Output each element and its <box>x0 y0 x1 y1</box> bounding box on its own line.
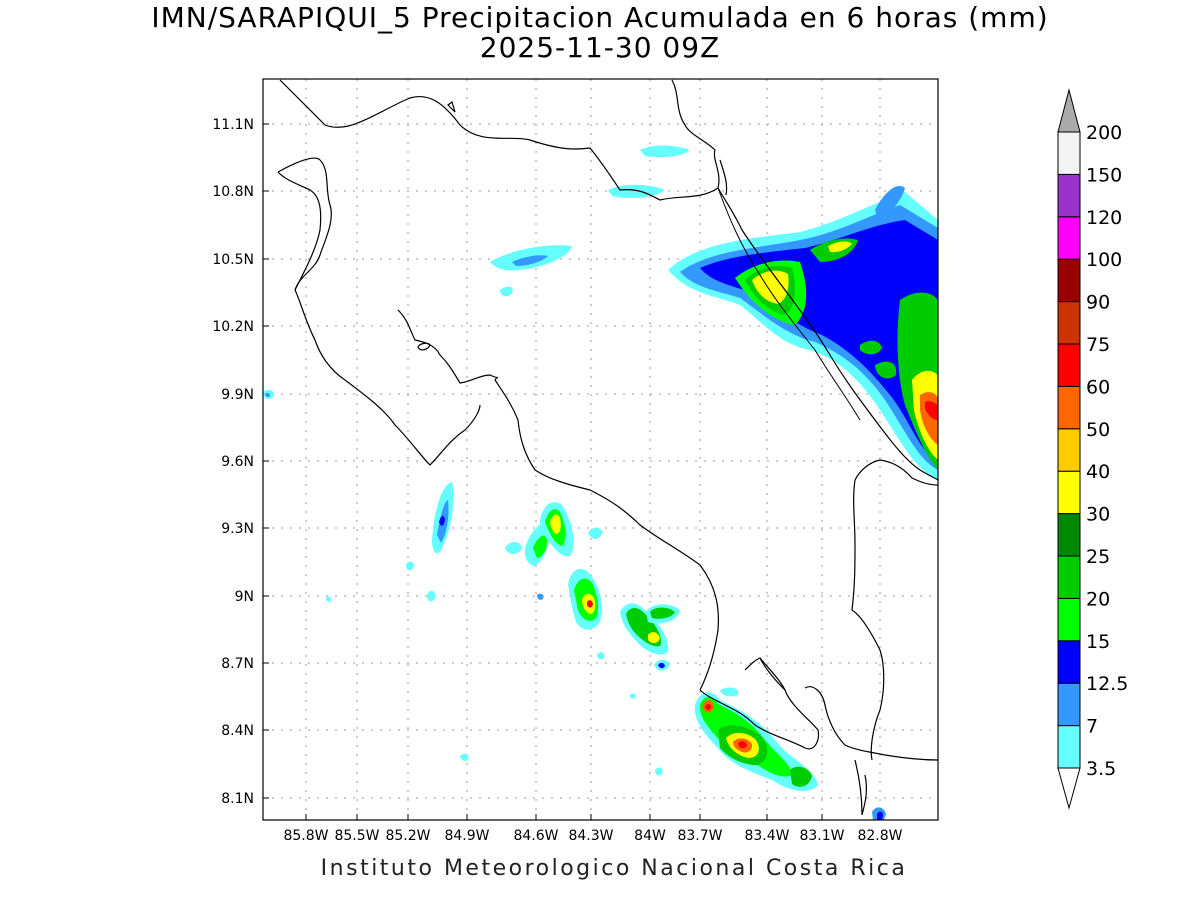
rain-cell-central <box>406 482 680 671</box>
lon-label: 84.6W <box>513 828 558 844</box>
colorbar-label: 50 <box>1086 419 1110 441</box>
map-grid <box>263 79 938 820</box>
colorbar-segment <box>1057 640 1081 684</box>
lon-label: 84.3W <box>568 828 613 844</box>
colorbar-label: 7 <box>1086 716 1098 738</box>
colorbar-label: 60 <box>1086 376 1110 398</box>
precipitation-field <box>263 145 938 820</box>
colorbar: 3.5 7 12.5 15 20 25 30 40 50 60 75 90 100 120 150 200 <box>1057 88 1128 810</box>
rain-cell-west-2 <box>326 596 332 602</box>
rain-cell-coast-north <box>608 184 665 198</box>
colorbar-label: 15 <box>1086 631 1110 653</box>
colorbar-label: 40 <box>1086 461 1110 483</box>
lon-label: 85.5W <box>334 828 379 844</box>
colorbar-segment <box>1057 597 1081 642</box>
lat-label: 8.1N <box>221 791 254 807</box>
lon-label: 83.4W <box>744 828 789 844</box>
coastlines <box>277 79 938 816</box>
colorbar-label: 120 <box>1086 207 1122 229</box>
colorbar-label: 150 <box>1086 164 1122 186</box>
colorbar-segment <box>1057 470 1081 515</box>
border-line <box>717 187 861 421</box>
longitude-labels: 85.8W 85.5W 85.2W 84.9W 84.6W 84.3W 84W 83.7W 83… <box>283 828 902 844</box>
colorbar-label: 90 <box>1086 292 1110 314</box>
lat-label: 11.1N <box>212 117 254 133</box>
rain-cell-coast-north-2 <box>640 145 690 158</box>
lat-label: 10.5N <box>212 252 254 268</box>
colorbar-segment <box>1057 725 1081 769</box>
lon-label: 82.8W <box>857 828 902 844</box>
credit-text: Instituto Meteorologico Nacional Costa R… <box>320 856 908 881</box>
colorbar-extend-low <box>1057 767 1081 810</box>
lat-label: 8.4N <box>221 723 254 739</box>
lat-label: 10.8N <box>212 184 254 200</box>
rain-cell-west-core <box>265 392 270 398</box>
rain-cell-north-core <box>512 255 548 266</box>
colorbar-label: 20 <box>1086 588 1110 610</box>
colorbar-segment <box>1057 428 1081 472</box>
colorbar-label: 12.5 <box>1086 673 1128 695</box>
rain-cell-south <box>460 687 886 820</box>
colorbar-label: 100 <box>1086 249 1122 271</box>
lon-label: 83.1W <box>799 828 844 844</box>
lon-label: 84W <box>634 828 666 844</box>
lat-label: 9.9N <box>221 387 254 403</box>
colorbar-segment <box>1057 301 1081 345</box>
lat-label: 9.3N <box>221 521 254 537</box>
colorbar-label: 75 <box>1086 334 1110 356</box>
lat-label: 10.2N <box>212 319 254 335</box>
latitude-labels: 11.1N 10.8N 10.5N 10.2N 9.9N 9.6N 9.3N 9N 8.7N 8.… <box>212 117 254 807</box>
rain-cell-caribbean <box>668 186 938 480</box>
colorbar-segment <box>1057 513 1081 557</box>
colorbar-segment <box>1057 216 1081 260</box>
colorbar-label: 200 <box>1086 122 1122 144</box>
colorbar-segment <box>1057 682 1081 727</box>
colorbar-segment <box>1057 343 1081 387</box>
colorbar-label: 25 <box>1086 546 1110 568</box>
lon-label: 84.9W <box>444 828 489 844</box>
lon-label: 85.2W <box>385 828 430 844</box>
colorbar-segment <box>1057 555 1081 599</box>
colorbar-segment <box>1057 258 1081 303</box>
colorbar-segment <box>1057 173 1081 218</box>
colorbar-extend-high <box>1057 88 1081 133</box>
lon-label: 85.8W <box>283 828 328 844</box>
map-frame <box>262 78 939 821</box>
colorbar-label: 3.5 <box>1086 758 1116 780</box>
colorbar-segment <box>1057 131 1081 175</box>
lon-label: 83.7W <box>677 828 722 844</box>
lat-label: 9N <box>235 589 254 605</box>
valid-time: 2025-11-30 09Z <box>479 31 721 64</box>
colorbar-segment <box>1057 385 1081 430</box>
rain-cell-north-2 <box>500 286 513 297</box>
map-title: IMN/SARAPIQUI_5 Precipitacion Acumulada … <box>151 1 1049 34</box>
lat-label: 8.7N <box>221 656 254 672</box>
colorbar-label: 30 <box>1086 504 1110 526</box>
lat-label: 9.6N <box>221 454 254 470</box>
